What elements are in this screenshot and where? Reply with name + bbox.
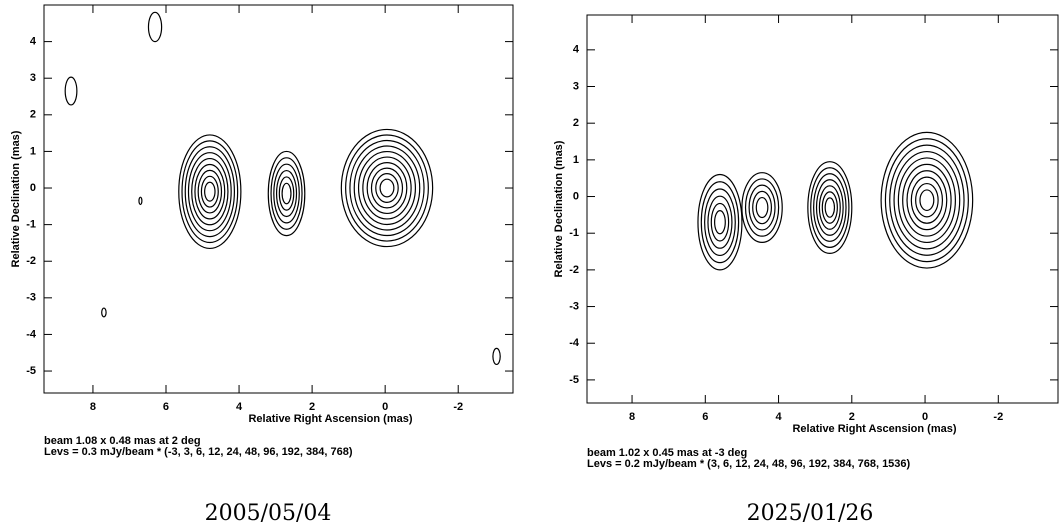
contour [822, 192, 837, 223]
y-axis-label: Relative Declination (mas) [553, 140, 565, 277]
contour [185, 147, 234, 237]
contour [814, 174, 846, 242]
contour [907, 171, 947, 230]
y-tick-label: -1 [26, 219, 36, 231]
x-tick-label: 4 [775, 411, 782, 423]
contour [341, 129, 432, 246]
contour [102, 308, 106, 317]
contour [808, 162, 852, 254]
contour [753, 191, 772, 223]
contour [493, 348, 500, 364]
levels-note: Levs = 0.3 mJy/beam * (-3, 3, 6, 12, 24,… [44, 446, 353, 458]
contour [282, 183, 291, 203]
x-tick-label: 0 [382, 401, 388, 413]
contour [920, 190, 934, 210]
x-tick-label: 4 [236, 401, 243, 413]
contour [825, 198, 834, 217]
contour [890, 145, 964, 255]
y-tick-label: 2 [30, 109, 36, 121]
x-tick-label: 0 [922, 411, 928, 423]
contour [711, 203, 728, 241]
x-tick-label: 2 [849, 411, 855, 423]
contour [274, 164, 299, 223]
x-tick-label: 8 [90, 401, 96, 413]
y-tick-label: 0 [30, 182, 36, 194]
contour [715, 211, 726, 234]
contour [182, 141, 238, 243]
contour [380, 179, 394, 197]
y-tick-label: 0 [573, 190, 579, 202]
x-tick-label: -2 [453, 401, 463, 413]
y-tick-label: -3 [26, 292, 36, 304]
contour [192, 159, 228, 225]
x-tick-label: 8 [629, 411, 635, 423]
contour [894, 152, 960, 249]
x-axis-label: Relative Right Ascension (mas) [792, 423, 956, 435]
contour [367, 163, 407, 214]
contour [756, 198, 768, 218]
contour [201, 176, 218, 207]
contour [271, 158, 302, 229]
figure: 8 6 4 2 0 -2 4 3 2 1 0 -1 -2 -3 -4 -5 Relative Right Asc… [0, 0, 1062, 532]
x-tick-label: 6 [163, 401, 169, 413]
y-tick-label: 3 [573, 80, 579, 92]
panel-caption: 2005/05/04 [205, 501, 332, 526]
panel-caption: 2025/01/26 [747, 501, 874, 526]
y-tick-label: -2 [569, 264, 579, 276]
y-tick-label: 3 [30, 72, 36, 84]
contour [701, 182, 738, 263]
x-tick-label: -2 [993, 411, 1003, 423]
y-tick-label: -1 [569, 227, 579, 239]
contour [205, 182, 215, 201]
y-tick-label: -2 [26, 255, 36, 267]
y-tick-label: 4 [30, 36, 37, 48]
contour [65, 77, 77, 105]
contour [148, 12, 161, 41]
y-tick-label: 1 [30, 145, 36, 157]
y-tick-label: -4 [569, 337, 580, 349]
contour [363, 157, 411, 219]
contour [916, 184, 938, 217]
contour [279, 177, 293, 210]
x-axis-label: Relative Right Ascension (mas) [248, 413, 412, 425]
y-tick-label: -5 [569, 374, 579, 386]
contour [195, 164, 225, 218]
plot-frame [44, 5, 513, 393]
contour [746, 179, 779, 236]
y-tick-label: 2 [573, 117, 579, 129]
x-tick-label: 6 [702, 411, 708, 423]
y-tick-label: 4 [573, 44, 580, 56]
contour [350, 141, 424, 236]
y-axis-label: Relative Declination (mas) [10, 130, 22, 267]
contour [705, 189, 736, 255]
levels-note: Levs = 0.2 mJy/beam * (3, 6, 12, 24, 48,… [587, 458, 911, 470]
y-tick-label: -3 [569, 300, 579, 312]
contour [139, 197, 142, 204]
contour [376, 174, 398, 203]
y-tick-label: 1 [573, 154, 579, 166]
contour [881, 132, 973, 268]
contour [354, 146, 419, 230]
y-tick-label: -5 [26, 365, 36, 377]
y-tick-label: -4 [26, 328, 37, 340]
contour [817, 180, 844, 235]
x-tick-label: 2 [309, 401, 315, 413]
contour [742, 173, 782, 243]
contour [903, 164, 951, 236]
